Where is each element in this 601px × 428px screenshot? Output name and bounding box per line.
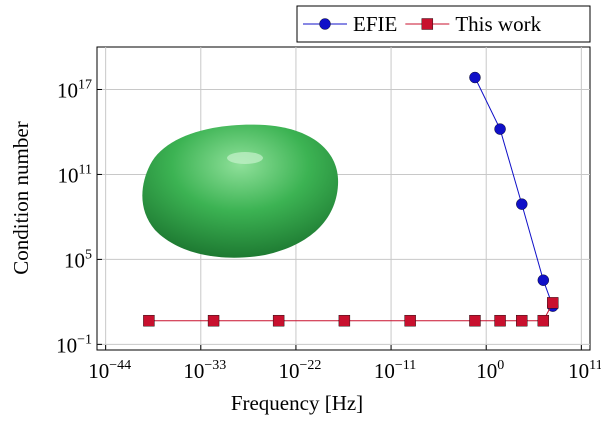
y-tick-label-exponent: 17	[78, 77, 92, 92]
marker	[494, 123, 506, 135]
x-tick-label-base: 10	[183, 359, 204, 383]
y-tick-label-base: 10	[56, 333, 77, 357]
y-tick-label-base: 10	[64, 248, 85, 272]
x-tick-label-exponent: −11	[395, 358, 416, 373]
x-tick-label-exponent: 0	[497, 358, 504, 373]
geometry-illustration	[142, 124, 339, 258]
series-line	[148, 302, 554, 322]
marker	[207, 314, 220, 327]
plot-area	[143, 71, 559, 327]
y-tick-label: 10−1	[56, 332, 92, 357]
marker	[469, 314, 481, 327]
marker	[516, 198, 528, 210]
x-tick-label: 10−44	[88, 358, 131, 383]
legend-label: This work	[455, 12, 541, 36]
x-tick-label: 10−33	[183, 358, 226, 383]
x-tick-label-exponent: −33	[204, 358, 226, 373]
x-tick-label-exponent: −22	[299, 358, 321, 373]
highlight	[227, 152, 263, 164]
x-tick-label: 10−22	[278, 358, 321, 383]
y-tick-label: 1011	[58, 162, 92, 187]
x-tick-label-base: 10	[88, 359, 109, 383]
x-tick-label: 10−11	[374, 358, 416, 383]
plot-frame	[96, 46, 591, 351]
x-tick-label-base: 10	[568, 359, 589, 383]
marker	[319, 18, 331, 30]
marker	[421, 18, 434, 30]
x-tick-label: 1011	[568, 358, 601, 383]
y-tick-label: 105	[64, 247, 92, 272]
x-tick-label-exponent: 11	[589, 358, 601, 373]
y-tick-label: 1017	[57, 77, 92, 102]
marker	[143, 314, 155, 327]
x-axis-label: Frequency [Hz]	[231, 391, 363, 415]
legend-items: EFIE This work	[303, 12, 542, 36]
marker	[338, 314, 351, 327]
x-tick-label-base: 10	[476, 359, 497, 383]
marker	[494, 314, 506, 327]
marker	[537, 274, 550, 286]
y-tick-label-exponent: 11	[79, 162, 92, 177]
y-tick-label-base: 10	[57, 78, 78, 102]
x-tick-label-exponent: −44	[109, 358, 131, 373]
y-tick-label-exponent: −1	[77, 332, 92, 347]
x-tick-label: 100	[476, 358, 504, 383]
marker	[404, 314, 416, 327]
y-tick-label-base: 10	[58, 163, 79, 187]
x-tick-label-base: 10	[374, 359, 395, 383]
legend-label: EFIE	[353, 12, 397, 36]
marker	[547, 297, 559, 309]
marker	[469, 71, 481, 84]
marker	[537, 314, 550, 327]
y-tick-label-exponent: 5	[85, 247, 92, 262]
x-tick-label-base: 10	[278, 359, 299, 383]
y-axis-label: Condition number	[9, 121, 33, 274]
marker	[516, 314, 528, 327]
marker	[272, 314, 285, 327]
